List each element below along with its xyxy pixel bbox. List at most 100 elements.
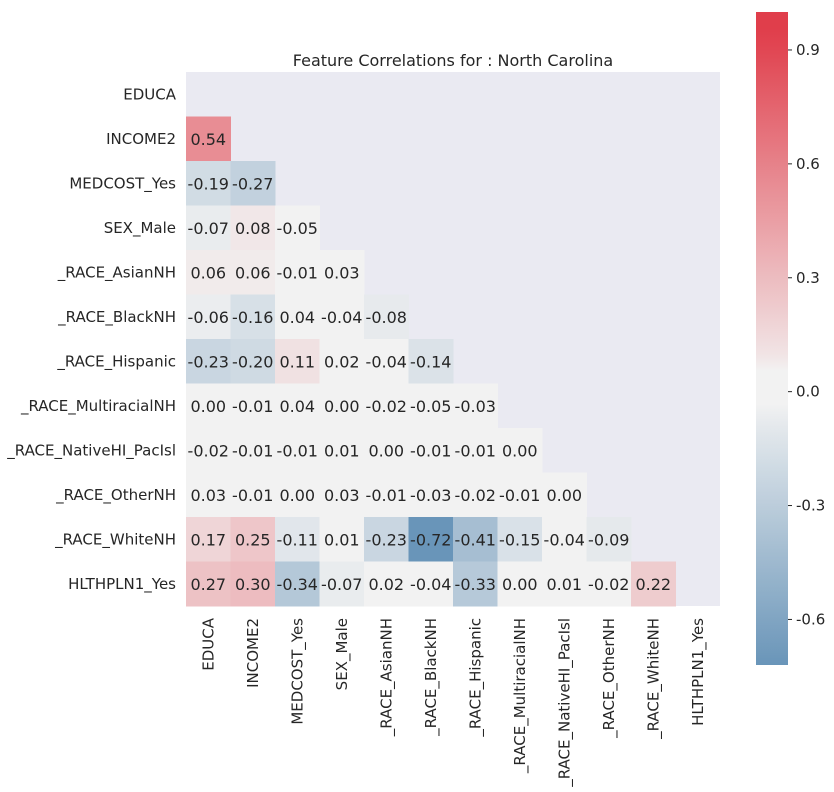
cell-value-label: 0.54: [190, 130, 226, 149]
heatmap-cell: [186, 250, 231, 295]
heatmap-cell: [230, 517, 276, 562]
heatmap-cell: [319, 472, 365, 518]
cell-value-label: -0.01: [499, 486, 540, 505]
cell-value-label: -0.01: [232, 441, 273, 460]
heatmap-cell: [275, 250, 320, 295]
heatmap-cell: [631, 561, 676, 607]
x-tick-label: _RACE_NativeHI_PacIsl: [555, 618, 574, 788]
x-tick-label: _RACE_AsianNH: [377, 618, 396, 737]
heatmap-cell: [319, 428, 365, 473]
cell-value-label: 0.02: [368, 575, 404, 594]
x-tick-label: MEDCOST_Yes: [288, 618, 307, 725]
y-tick-label: _RACE_MultiracialNH: [20, 397, 176, 416]
heatmap-cell: [364, 428, 409, 473]
cell-value-label: 0.03: [324, 263, 360, 282]
heatmap-cell: [542, 517, 587, 562]
heatmap-cells: 0.54 -0.19 -0.27 -0.07 0.08 -0.05 0.06 0.06 -0.0…: [186, 116, 676, 607]
y-tick-label: _RACE_AsianNH: [57, 263, 176, 282]
heatmap-cell: [230, 561, 276, 607]
cell-value-label: 0.03: [324, 486, 360, 505]
cell-value-label: 0.04: [279, 397, 315, 416]
cell-value-label: -0.06: [188, 308, 229, 327]
colorbar-tick-label: 0.9: [796, 41, 820, 59]
heatmap-cell: [453, 428, 498, 473]
heatmap-cell: [275, 294, 320, 340]
heatmap-cell: [186, 294, 231, 340]
heatmap-cell: [453, 517, 498, 562]
cell-value-label: -0.01: [366, 486, 407, 505]
cell-value-label: 0.00: [502, 575, 538, 594]
heatmap-cell: [230, 428, 276, 473]
cell-value-label: -0.08: [366, 308, 407, 327]
cell-value-label: -0.04: [410, 575, 451, 594]
cell-value-label: 0.01: [324, 530, 360, 549]
x-tick-label: SEX_Male: [333, 618, 352, 690]
heatmap-cell: [186, 428, 231, 473]
cell-value-label: -0.02: [455, 486, 496, 505]
cell-value-label: 0.00: [279, 486, 315, 505]
heatmap-cell: [586, 517, 632, 562]
cell-value-label: 0.00: [368, 441, 404, 460]
x-tick-label: _RACE_OtherNH: [600, 618, 619, 739]
cell-value-label: 0.00: [324, 397, 360, 416]
y-tick-label: HLTHPLN1_Yes: [68, 575, 176, 594]
y-tick-label: INCOME2: [106, 130, 176, 148]
x-tick-label: _RACE_MultiracialNH: [511, 618, 530, 774]
heatmap-cell: [186, 383, 231, 429]
heatmap-cell: [497, 428, 543, 473]
heatmap-cell: [319, 250, 365, 295]
cell-value-label: -0.72: [410, 530, 451, 549]
cell-value-label: 0.08: [235, 219, 271, 238]
heatmap-cell: [542, 472, 587, 518]
heatmap-cell: [319, 561, 365, 607]
cell-value-label: -0.07: [321, 575, 362, 594]
heatmap-cell: [319, 517, 365, 562]
heatmap-cell: [497, 517, 543, 562]
heatmap-cell: [186, 161, 231, 206]
heatmap-cell: [408, 472, 454, 518]
cell-value-label: -0.20: [232, 352, 273, 371]
cell-value-label: -0.33: [455, 575, 496, 594]
colorbar: [756, 12, 788, 665]
heatmap-cell: [586, 561, 632, 607]
colorbar-ticks: 0.9 0.6 0.3 0.0 -0.3 -0.6: [788, 41, 825, 628]
cell-value-label: -0.01: [455, 441, 496, 460]
y-tick-label: _RACE_OtherNH: [55, 486, 176, 505]
heatmap-cell: [408, 561, 454, 607]
heatmap-cell: [230, 339, 276, 384]
cell-value-label: -0.34: [277, 575, 318, 594]
cell-value-label: 0.06: [190, 263, 226, 282]
cell-value-label: 0.17: [190, 530, 226, 549]
heatmap-cell: [364, 383, 409, 429]
cell-value-label: -0.05: [277, 219, 318, 238]
cell-value-label: -0.03: [410, 486, 451, 505]
heatmap-cell: [319, 294, 365, 340]
heatmap-cell: [230, 205, 276, 251]
y-tick-label: _RACE_NativeHI_PacIsl: [6, 441, 176, 460]
heatmap-cell: [408, 339, 454, 384]
cell-value-label: -0.05: [410, 397, 451, 416]
cell-value-label: -0.03: [455, 397, 496, 416]
heatmap-cell: [408, 428, 454, 473]
chart-title: Feature Correlations for : North Carolin…: [293, 51, 613, 70]
heatmap-cell: [186, 116, 231, 162]
colorbar-tick-label: -0.3: [796, 497, 825, 515]
heatmap-cell: [275, 561, 320, 607]
cell-value-label: -0.02: [366, 397, 407, 416]
heatmap-cell: [186, 517, 231, 562]
heatmap-cell: [453, 561, 498, 607]
cell-value-label: 0.22: [635, 575, 671, 594]
y-tick-label: MEDCOST_Yes: [69, 174, 176, 193]
cell-value-label: 0.11: [279, 352, 315, 371]
heatmap-cell: [275, 205, 320, 251]
cell-value-label: -0.23: [188, 352, 229, 371]
cell-value-label: -0.16: [232, 308, 273, 327]
colorbar-tick-label: 0.6: [796, 155, 820, 173]
heatmap-cell: [186, 561, 231, 607]
cell-value-label: 0.04: [279, 308, 315, 327]
heatmap-cell: [453, 383, 498, 429]
heatmap-cell: [275, 339, 320, 384]
y-tick-label: _RACE_Hispanic: [56, 352, 176, 371]
heatmap-cell: [275, 383, 320, 429]
